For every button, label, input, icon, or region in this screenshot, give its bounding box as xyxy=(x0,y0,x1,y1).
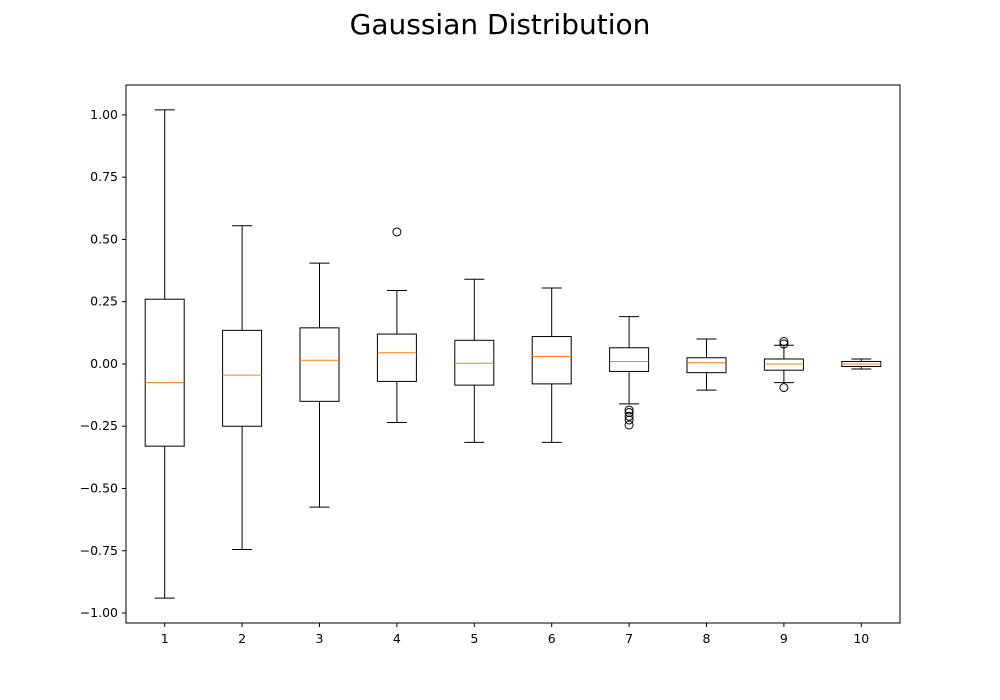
x-tick-label: 8 xyxy=(703,631,711,646)
y-tick-label: 0.25 xyxy=(90,294,118,309)
y-tick-label: 0.00 xyxy=(90,356,118,371)
box-6 xyxy=(531,336,572,385)
x-tick-label: 10 xyxy=(853,631,869,646)
x-tick-label: 3 xyxy=(316,631,324,646)
box-9 xyxy=(763,358,804,371)
outlier-point xyxy=(392,227,402,237)
y-tick-label: 0.75 xyxy=(90,169,118,184)
x-tick-label: 5 xyxy=(470,631,478,646)
x-tick-label: 2 xyxy=(238,631,246,646)
axes-frame xyxy=(125,84,901,624)
box-2 xyxy=(222,329,263,427)
outlier-point xyxy=(624,415,634,425)
outlier-point xyxy=(779,339,789,349)
box-8 xyxy=(686,357,727,374)
x-tick-label: 1 xyxy=(161,631,169,646)
x-tick-label: 6 xyxy=(548,631,556,646)
x-tick-label: 4 xyxy=(393,631,401,646)
box-3 xyxy=(299,327,340,402)
box-1 xyxy=(144,298,185,447)
outlier-point xyxy=(624,411,634,421)
y-tick-label: −0.50 xyxy=(80,481,118,496)
x-tick-label: 7 xyxy=(625,631,633,646)
y-tick-label: 1.00 xyxy=(90,107,118,122)
outlier-point xyxy=(779,337,789,347)
y-tick-label: −1.00 xyxy=(80,605,118,620)
box-4 xyxy=(376,333,417,382)
box-7 xyxy=(609,347,650,372)
outlier-point xyxy=(779,383,789,393)
outlier-point xyxy=(624,408,634,418)
y-tick-label: −0.75 xyxy=(80,543,118,558)
x-tick-label: 9 xyxy=(780,631,788,646)
y-tick-label: −0.25 xyxy=(80,418,118,433)
y-tick-label: 0.50 xyxy=(90,231,118,246)
chart-title: Gaussian Distribution xyxy=(349,8,651,41)
outlier-point xyxy=(624,405,634,415)
outlier-point xyxy=(624,420,634,430)
